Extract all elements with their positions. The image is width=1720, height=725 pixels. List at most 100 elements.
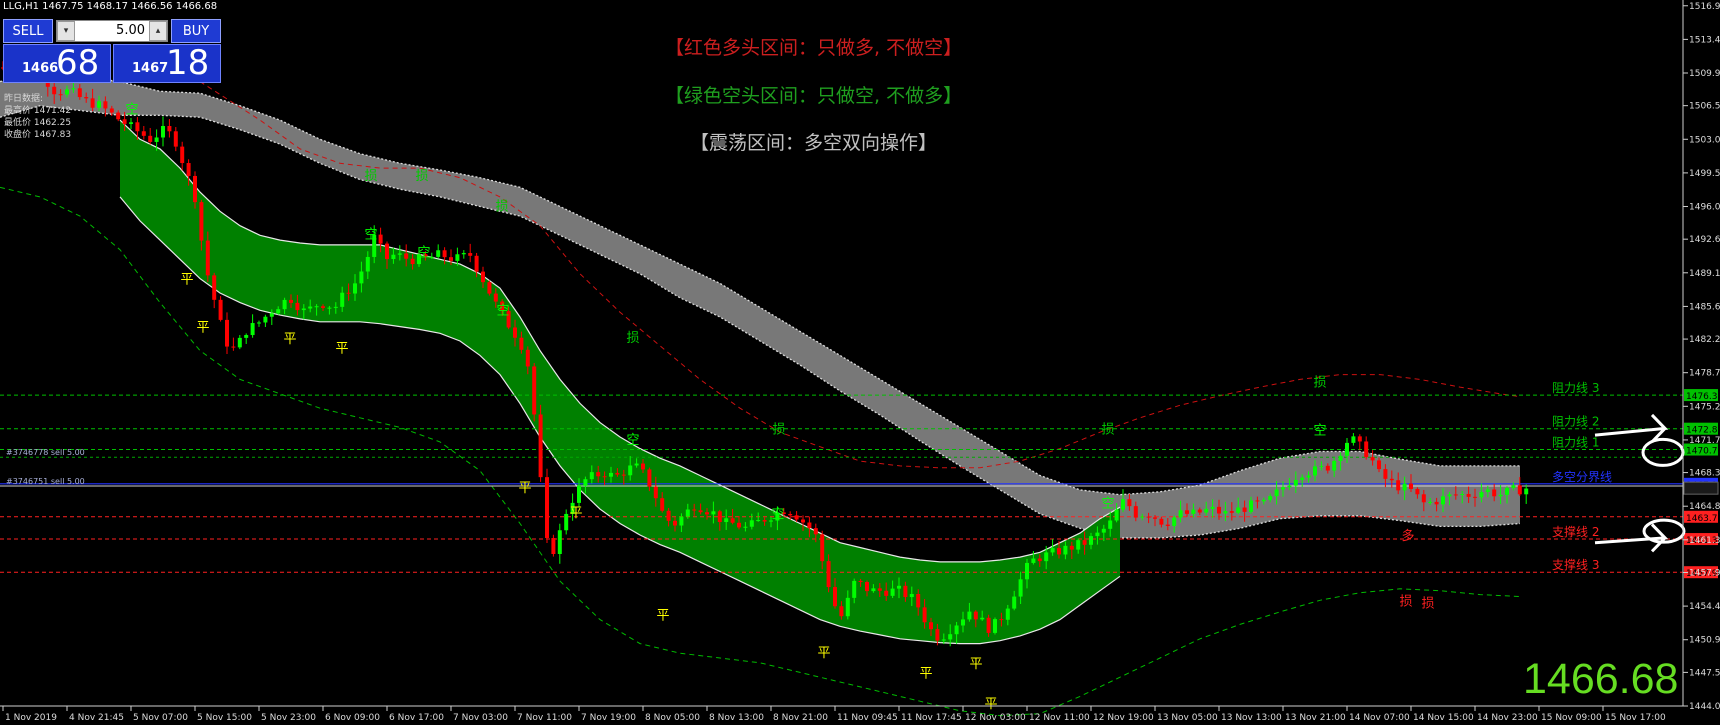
candle-body bbox=[1217, 506, 1221, 514]
candle-body bbox=[487, 282, 492, 294]
signal-mark: 平 bbox=[518, 481, 531, 496]
candle-body bbox=[839, 606, 844, 617]
candle-body bbox=[135, 122, 140, 132]
candle-body bbox=[109, 108, 114, 113]
candle-body bbox=[1057, 548, 1061, 555]
lot-size-value[interactable]: 5.00 bbox=[116, 23, 145, 38]
price-axis-label: 1482.20 bbox=[1689, 335, 1720, 345]
candle-body bbox=[1159, 518, 1164, 525]
candle-body bbox=[1389, 478, 1394, 481]
candle-body bbox=[609, 472, 613, 477]
candle-body bbox=[1409, 483, 1413, 489]
level-label-resistance1: 阻力线 1 bbox=[1552, 436, 1599, 450]
candles bbox=[1, 61, 1529, 647]
candle-body bbox=[749, 520, 754, 527]
candle-body bbox=[1441, 496, 1445, 505]
candle-body bbox=[1146, 516, 1151, 518]
buy-price-box[interactable]: 1467 18 bbox=[113, 43, 221, 83]
candle-body bbox=[820, 534, 825, 562]
candle-body bbox=[71, 88, 76, 90]
level-tag-support1 bbox=[1684, 510, 1718, 523]
price-axis-label: 1496.00 bbox=[1689, 203, 1720, 213]
level-label-pivot: 多空分界线 bbox=[1552, 470, 1612, 484]
time-axis-label: 1 Nov 2019 bbox=[5, 713, 57, 723]
candle-body bbox=[589, 472, 594, 480]
candle-body bbox=[852, 580, 857, 598]
candle-body bbox=[372, 234, 377, 257]
candle-body bbox=[295, 302, 300, 311]
candle-body bbox=[743, 526, 748, 528]
time-axis-label: 5 Nov 23:00 bbox=[261, 713, 316, 723]
time-axis-label: 8 Nov 21:00 bbox=[773, 713, 828, 723]
time-axis-label: 8 Nov 05:00 bbox=[645, 713, 700, 723]
price-axis-label: 1489.10 bbox=[1689, 269, 1720, 279]
candle-body bbox=[276, 309, 281, 314]
candle-body bbox=[321, 306, 325, 308]
candle-body bbox=[993, 619, 997, 633]
level-tag-resistance2 bbox=[1684, 422, 1718, 435]
candle-body bbox=[954, 625, 959, 635]
level-label-support3: 支撑线 3 bbox=[1552, 557, 1599, 572]
candle-body bbox=[378, 234, 383, 244]
candle-body bbox=[1319, 465, 1324, 467]
range-zone-title: 【震荡区间：多空双向操作】 bbox=[690, 132, 938, 154]
signal-mark: 平 bbox=[283, 332, 296, 347]
candle-body bbox=[77, 88, 82, 98]
candle-body bbox=[1133, 506, 1138, 518]
candle-body bbox=[1473, 496, 1477, 498]
signal-mark: 平 bbox=[919, 666, 932, 681]
buy-button[interactable]: BUY bbox=[171, 19, 221, 43]
candle-body bbox=[1383, 469, 1388, 479]
candle-body bbox=[679, 516, 684, 526]
lot-size-field[interactable]: ▾ 5.00 ▴ bbox=[56, 20, 168, 42]
sell-button[interactable]: SELL bbox=[3, 19, 53, 43]
candle-body bbox=[180, 146, 185, 164]
sell-price-box[interactable]: 1466 68 bbox=[3, 43, 111, 83]
candle-body bbox=[301, 308, 306, 311]
candle-body bbox=[1178, 510, 1183, 518]
candle-body bbox=[1261, 499, 1266, 502]
candle-body bbox=[391, 254, 396, 260]
candle-body bbox=[1197, 509, 1202, 513]
candle-body bbox=[1434, 501, 1439, 505]
candle-body bbox=[532, 366, 537, 415]
level-tag-text-resistance1: 1470.70 bbox=[1686, 447, 1720, 457]
signal-mark: 损 bbox=[1399, 594, 1412, 609]
candle-body bbox=[1325, 465, 1330, 471]
candle-body bbox=[903, 585, 908, 598]
price-axis-label: 1506.50 bbox=[1689, 102, 1720, 112]
candle-body bbox=[167, 126, 172, 132]
upper-envelope-curve bbox=[199, 81, 1521, 469]
candle-body bbox=[577, 485, 581, 503]
candle-body bbox=[756, 520, 761, 522]
candle-body bbox=[429, 256, 434, 258]
candle-body bbox=[813, 528, 818, 535]
candle-body bbox=[999, 619, 1004, 621]
candle-body bbox=[1492, 489, 1497, 497]
price-axis-label: 1447.50 bbox=[1689, 668, 1720, 678]
candle-body bbox=[1313, 466, 1317, 476]
candle-body bbox=[525, 349, 530, 367]
price-axis-label: 1516.90 bbox=[1689, 2, 1720, 12]
time-axis-label: 6 Nov 17:00 bbox=[389, 713, 444, 723]
candle-body bbox=[1306, 475, 1311, 478]
candle-body bbox=[1421, 494, 1426, 503]
candle-body bbox=[1165, 524, 1170, 526]
lot-increase-button[interactable]: ▴ bbox=[149, 21, 167, 41]
lot-decrease-button[interactable]: ▾ bbox=[57, 21, 75, 41]
candle-body bbox=[513, 327, 517, 338]
candle-body bbox=[84, 97, 89, 99]
candle-body bbox=[186, 163, 191, 176]
candle-body bbox=[1287, 485, 1292, 488]
candle-body bbox=[1095, 532, 1100, 537]
candle-body bbox=[263, 316, 268, 323]
candle-body bbox=[404, 253, 409, 259]
candle-body bbox=[449, 257, 453, 261]
candle-body bbox=[1191, 509, 1196, 514]
candle-body bbox=[1005, 608, 1010, 620]
info-line: 收盘价 1467.83 bbox=[4, 130, 72, 140]
candle-body bbox=[1453, 494, 1458, 496]
candle-body bbox=[436, 250, 441, 257]
